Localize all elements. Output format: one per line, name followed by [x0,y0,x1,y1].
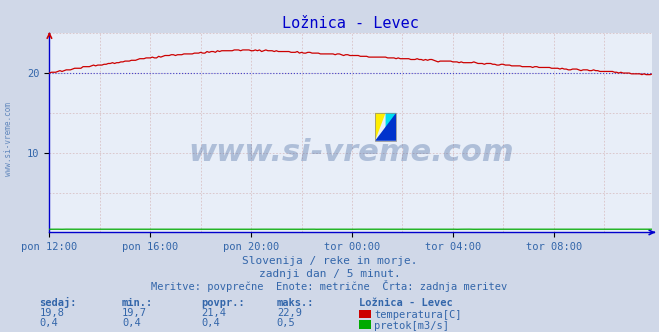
Text: 21,4: 21,4 [201,308,226,318]
Text: Meritve: povprečne  Enote: metrične  Črta: zadnja meritev: Meritve: povprečne Enote: metrične Črta:… [152,281,507,292]
Text: temperatura[C]: temperatura[C] [374,310,462,320]
Text: 19,7: 19,7 [122,308,147,318]
Text: Slovenija / reke in morje.: Slovenija / reke in morje. [242,256,417,266]
Text: maks.:: maks.: [277,298,314,308]
Text: 22,9: 22,9 [277,308,302,318]
Text: 0,5: 0,5 [277,318,295,328]
Text: 0,4: 0,4 [122,318,140,328]
Text: 19,8: 19,8 [40,308,65,318]
Text: www.si-vreme.com: www.si-vreme.com [4,103,13,176]
Text: Ložnica - Levec: Ložnica - Levec [359,298,453,308]
Text: sedaj:: sedaj: [40,297,77,308]
Text: zadnji dan / 5 minut.: zadnji dan / 5 minut. [258,269,401,279]
Text: povpr.:: povpr.: [201,298,244,308]
Title: Ložnica - Levec: Ložnica - Levec [283,16,419,31]
Text: 0,4: 0,4 [40,318,58,328]
Text: 0,4: 0,4 [201,318,219,328]
Text: min.:: min.: [122,298,153,308]
Polygon shape [375,113,386,141]
Text: www.si-vreme.com: www.si-vreme.com [188,138,514,167]
Bar [375,113,396,141]
Text: pretok[m3/s]: pretok[m3/s] [374,321,449,331]
Polygon shape [375,113,396,141]
Polygon shape [386,113,396,141]
